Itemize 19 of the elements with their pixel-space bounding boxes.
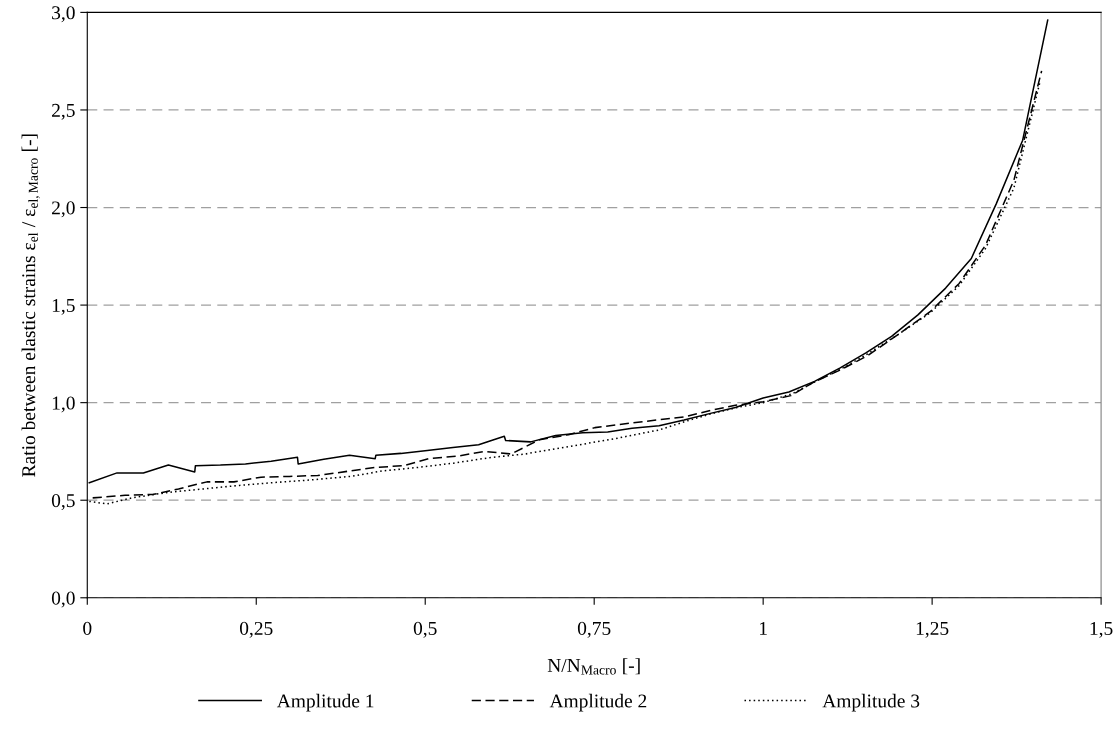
legend-label: Amplitude 3 xyxy=(822,693,920,712)
legend-label: Amplitude 2 xyxy=(549,693,647,712)
y-tick-label: 0,5 xyxy=(51,494,75,510)
x-tick-label: 0,75 xyxy=(577,621,611,638)
y-tick-label: 3,0 xyxy=(52,6,75,23)
y-tick-label: 1,0 xyxy=(52,396,75,413)
x-tick-label: 1,5 xyxy=(1090,621,1113,638)
x-tick-label: 0,5 xyxy=(413,621,437,638)
y-tick-label: 1,5 xyxy=(52,299,75,315)
y-tick-label: 2,0 xyxy=(52,201,75,218)
x-tick-label: 0,25 xyxy=(239,621,273,638)
y-axis-title: Ratio between elastic strains ε$_{el}$ / ε$_{el,Macro}$ [-] xyxy=(21,134,40,477)
x-axis-title: N/N$_{Macro}$ [-] xyxy=(547,658,640,675)
x-tick-label: 1,25 xyxy=(916,621,949,638)
y-tick-label: 0,0 xyxy=(51,591,75,608)
x-tick-label: 1 xyxy=(760,621,767,635)
y-tick-label: 2,5 xyxy=(52,103,75,120)
legend-label: Amplitude 1 xyxy=(276,693,374,712)
x-tick-label: 0 xyxy=(83,621,92,635)
